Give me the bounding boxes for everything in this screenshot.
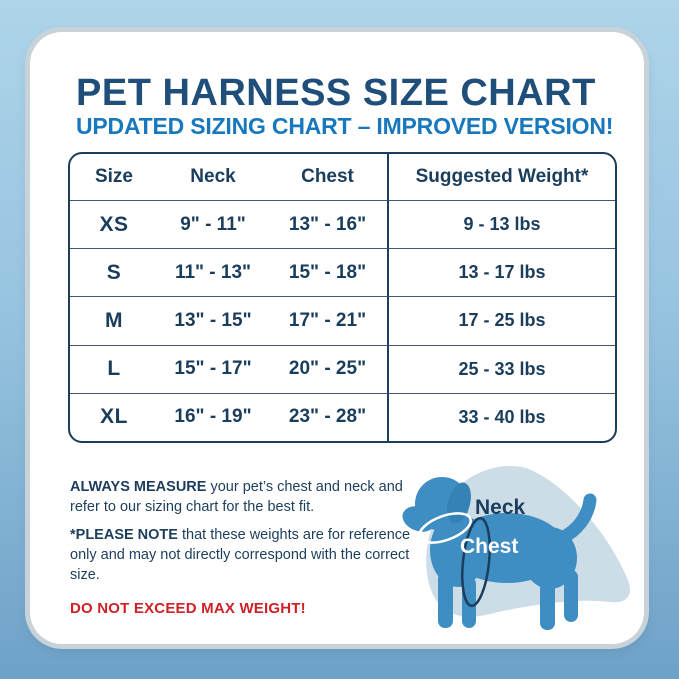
table-cell-weight: 13 - 17 lbs xyxy=(387,248,615,297)
dog-front-leg xyxy=(462,577,476,628)
table-cell-weight: 33 - 40 lbs xyxy=(387,392,615,441)
table-cell-size: XL xyxy=(70,392,158,441)
table-cell-neck: 16" - 19" xyxy=(158,392,268,441)
note-measure: ALWAYS MEASURE your pet’s chest and neck… xyxy=(70,478,422,517)
table-cell-neck: 15" - 17" xyxy=(158,344,268,393)
table-cell-size: S xyxy=(70,248,158,296)
neck-measure-loop xyxy=(418,512,472,544)
size-table: Size Neck Chest Suggested Weight* XS 9" … xyxy=(68,152,617,443)
table-cell-chest: 17" - 21" xyxy=(268,296,387,344)
table-cell-size: XS xyxy=(70,200,158,248)
table-cell-neck: 9" - 11" xyxy=(158,200,268,248)
dog-front-leg xyxy=(438,572,453,628)
col-header-size: Size xyxy=(94,166,134,187)
footnotes: ALWAYS MEASURE your pet’s chest and neck… xyxy=(70,478,422,628)
table-cell-chest: 15" - 18" xyxy=(268,248,387,296)
page-subtitle: UPDATED SIZING CHART – IMPROVED VERSION! xyxy=(76,113,614,139)
note-please: *PLEASE NOTE that these weights are for … xyxy=(70,526,422,585)
col-header-neck: Neck xyxy=(190,166,236,187)
note-please-lead: *PLEASE NOTE xyxy=(70,527,178,544)
table-cell-weight: 25 - 33 lbs xyxy=(387,344,615,393)
col-header-chest: Chest xyxy=(301,166,354,187)
chest-measure-loop xyxy=(461,516,491,608)
note-measure-text: your pet’s chest and neck and refer to o… xyxy=(70,479,403,515)
col-header-weight: Suggested Weight* xyxy=(387,154,615,200)
dog-rear-leg xyxy=(564,570,578,622)
dog-rear-leg xyxy=(540,576,555,630)
chest-label: Chest xyxy=(460,535,518,558)
size-chart-card: PET HARNESS SIZE CHART UPDATED SIZING CH… xyxy=(30,32,644,644)
dog-measurement-diagram: Neck Chest xyxy=(402,466,630,630)
dog-chest xyxy=(430,513,486,587)
table-cell-neck: 13" - 15" xyxy=(158,296,268,344)
note-please-text: that these weights are for reference onl… xyxy=(70,527,411,583)
table-cell-size: M xyxy=(70,296,158,344)
table-cell-weight: 9 - 13 lbs xyxy=(387,200,615,249)
max-weight-warning: DO NOT EXCEED MAX WEIGHT! xyxy=(70,599,306,617)
table-cell-chest: 20" - 25" xyxy=(268,344,387,393)
table-cell-chest: 23" - 28" xyxy=(268,392,387,441)
page-title: PET HARNESS SIZE CHART xyxy=(76,72,596,114)
table-cell-chest: 13" - 16" xyxy=(268,200,387,248)
neck-label: Neck xyxy=(475,496,526,519)
table-cell-weight: 17 - 25 lbs xyxy=(387,296,615,345)
table-cell-neck: 11" - 13" xyxy=(158,248,268,296)
note-measure-lead: ALWAYS MEASURE xyxy=(70,479,207,495)
table-cell-size: L xyxy=(70,344,158,393)
